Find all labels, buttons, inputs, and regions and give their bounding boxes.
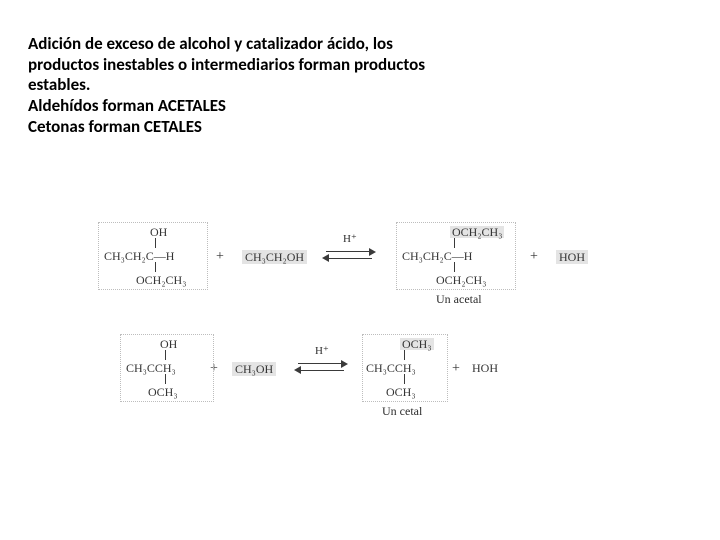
acetal-reagent-top: OH	[150, 226, 167, 238]
cetal-reagent-top: OH	[160, 338, 177, 350]
cetal-product-top: OCH₃	[400, 338, 434, 350]
acetal-prod-vbond-bot	[454, 262, 455, 272]
cetal-plus-1: +	[210, 361, 218, 377]
acetal-plus-1: +	[216, 249, 224, 265]
page: { "header": { "line1": "Adición de exces…	[0, 0, 720, 540]
acetal-alcohol: CH₃CH₂OH	[242, 250, 307, 264]
header-line-5: Cetonas forman CETALES	[28, 117, 528, 138]
cetal-reagent-mid: CH₃CCH₃	[126, 362, 176, 374]
cetal-water: HOH	[472, 362, 498, 374]
cetal-reagent-bot: OCH₃	[148, 386, 178, 398]
cetal-plus-2: +	[452, 361, 460, 377]
acetal-product-mid: CH₃CH₂C—H	[402, 250, 472, 262]
acetal-label: Un acetal	[436, 292, 482, 307]
acetal-product-bot: OCH₂CH₃	[436, 274, 486, 286]
acetal-prod-vbond-top	[454, 238, 455, 248]
header-line-4: Aldehídos forman ACETALES	[28, 96, 528, 117]
header-line-1: Adición de exceso de alcohol y catalizad…	[28, 34, 528, 55]
cetal-vbond-bot	[165, 374, 166, 384]
acetal-vbond-bot	[155, 262, 156, 272]
diagram-area: OH CH₃CH₂C—H OCH₂CH₃ + CH₃CH₂OH H⁺ OCH₂C…	[86, 226, 646, 486]
acetal-product-top: OCH₂CH₃	[450, 226, 504, 238]
cetal-label: Un cetal	[382, 404, 422, 419]
cetal-vbond-top	[165, 350, 166, 360]
cetal-product-mid: CH₃CCH₃	[366, 362, 416, 374]
cetal-alcohol: CH₃OH	[232, 362, 276, 376]
acetal-plus-2: +	[530, 249, 538, 265]
acetal-reagent-mid: CH₃CH₂C—H	[104, 250, 174, 262]
acetal-reagent-bot: OCH₂CH₃	[136, 274, 186, 286]
header-text: Adición de exceso de alcohol y catalizad…	[28, 34, 528, 138]
equilibrium-arrow-icon-2	[294, 360, 348, 374]
cetal-catalyst: H⁺	[315, 344, 329, 357]
header-line-3: estables.	[28, 75, 528, 96]
cetal-prod-vbond-bot	[404, 374, 405, 384]
cetal-prod-vbond-top	[404, 350, 405, 360]
cetal-product-bot: OCH₃	[386, 386, 416, 398]
header-line-2: productos inestables o intermediarios fo…	[28, 55, 528, 76]
acetal-catalyst: H⁺	[343, 232, 357, 245]
acetal-vbond-top	[155, 238, 156, 248]
equilibrium-arrow-icon	[322, 248, 376, 262]
acetal-water: HOH	[556, 250, 588, 264]
